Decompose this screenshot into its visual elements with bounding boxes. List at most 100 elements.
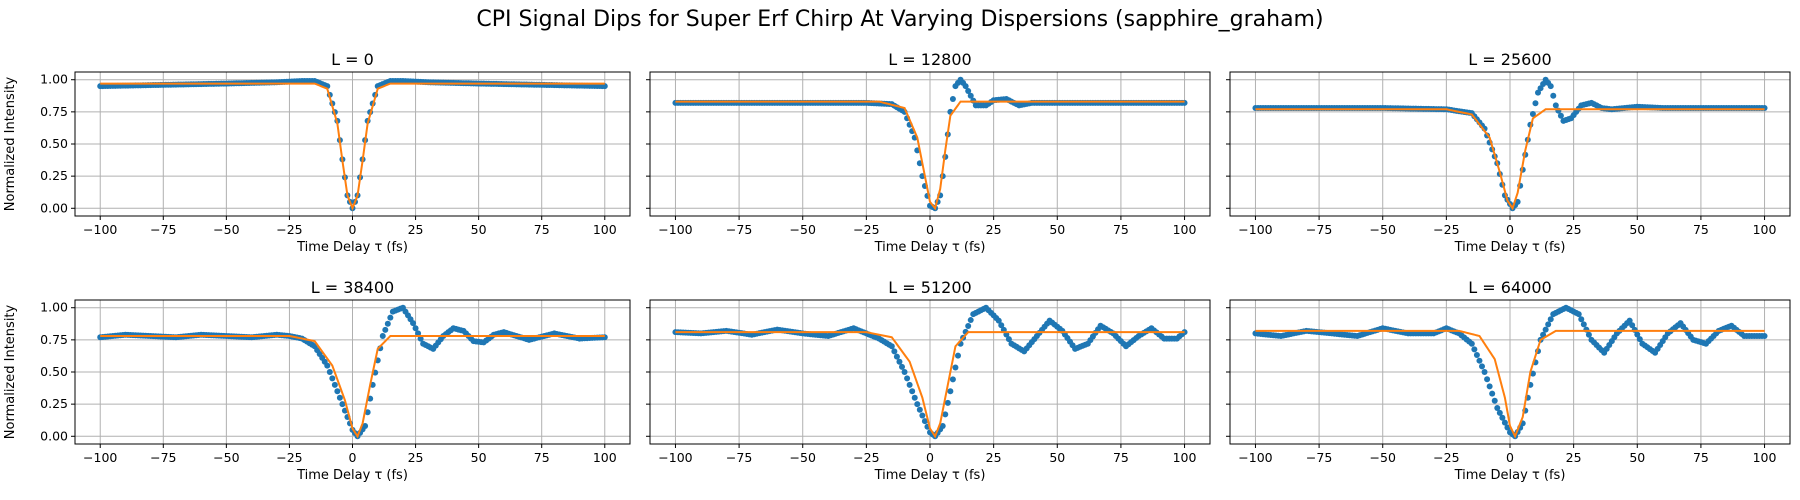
- x-tick-label: −75: [1306, 222, 1332, 237]
- x-tick-label: −50: [790, 222, 816, 237]
- data-point: [1501, 419, 1508, 426]
- data-point: [1557, 112, 1564, 119]
- data-point: [1005, 336, 1012, 343]
- data-point: [955, 352, 961, 359]
- subplot-title: L = 12800: [888, 50, 971, 69]
- x-tick-label: 100: [593, 222, 617, 237]
- y-tick-label: 0.25: [40, 396, 68, 411]
- x-axis-label: Time Delay τ (fs): [1454, 468, 1566, 483]
- data-point: [1491, 397, 1498, 404]
- data-point: [329, 375, 336, 382]
- data-point: [952, 364, 959, 371]
- x-tick-label: −25: [276, 222, 302, 237]
- data-point: [939, 423, 946, 429]
- data-point: [362, 423, 369, 429]
- data-point: [1479, 363, 1485, 370]
- data-point: [1471, 346, 1478, 353]
- y-tick-label: 1.00: [40, 72, 68, 87]
- y-tick-label: 0.00: [40, 428, 68, 443]
- x-tick-label: 0: [926, 222, 934, 237]
- data-point: [415, 330, 422, 337]
- x-tick-label: 25: [986, 450, 1002, 465]
- x-tick-label: −50: [213, 222, 239, 237]
- x-tick-label: −75: [150, 222, 176, 237]
- x-tick-label: 50: [471, 450, 487, 465]
- x-tick-label: −25: [1433, 222, 1459, 237]
- subplot-5: −100 −75 −50 −25 0 25 50 75 100 L = 51200 Time Del…: [646, 278, 1211, 483]
- x-axis-label: Time Delay τ (fs): [874, 240, 986, 255]
- x-axis-label: Time Delay τ (fs): [874, 468, 986, 483]
- x-tick-label: −100: [1238, 450, 1272, 465]
- x-tick-label: 0: [1506, 450, 1514, 465]
- data-point: [1626, 317, 1633, 324]
- x-tick-label: 75: [534, 222, 550, 237]
- y-axis-label: Normalized Intensity: [3, 76, 18, 211]
- x-tick-label: 75: [1113, 222, 1129, 237]
- data-point: [379, 333, 386, 339]
- x-tick-label: −100: [83, 222, 117, 237]
- data-point: [1504, 424, 1511, 431]
- x-tick-label: 25: [986, 222, 1002, 237]
- data-point: [1550, 92, 1557, 99]
- subplot-4: −100 −75 −50 −25 0 25 50 75 100 0.00 0.25 0.50 0.75 1…: [3, 278, 631, 483]
- data-point: [1580, 321, 1587, 328]
- data-point: [417, 335, 424, 342]
- x-tick-label: 100: [1753, 450, 1777, 465]
- y-axis-label: Normalized Intensity: [3, 304, 18, 439]
- data-point: [904, 375, 911, 382]
- data-point: [896, 358, 903, 365]
- data-point: [998, 322, 1005, 329]
- data-point: [410, 320, 417, 327]
- data-point: [334, 388, 341, 395]
- data-point: [995, 317, 1002, 324]
- x-tick-label: 50: [1049, 450, 1065, 465]
- x-tick-label: 25: [1566, 450, 1582, 465]
- x-axis-label: Time Delay τ (fs): [296, 240, 408, 255]
- data-point: [967, 317, 974, 324]
- data-point: [893, 353, 900, 360]
- data-point: [384, 320, 391, 327]
- y-tick-label: 0.75: [40, 332, 68, 347]
- fit-line: [1255, 108, 1765, 211]
- x-tick-label: 100: [1173, 222, 1197, 237]
- data-point: [1540, 331, 1547, 338]
- data-point: [1575, 311, 1582, 318]
- subplot-title: L = 0: [331, 50, 374, 69]
- subplot-title: L = 64000: [1468, 278, 1551, 297]
- x-tick-label: −75: [150, 450, 176, 465]
- data-point: [1547, 316, 1554, 323]
- fit-line: [100, 82, 605, 212]
- x-tick-label: 25: [1566, 222, 1582, 237]
- data-point: [942, 411, 949, 418]
- x-tick-label: −25: [853, 222, 879, 237]
- x-tick-label: −50: [790, 450, 816, 465]
- x-tick-label: 100: [593, 450, 617, 465]
- data-point: [324, 362, 331, 369]
- data-point: [1761, 333, 1768, 339]
- data-point: [1578, 316, 1585, 323]
- data-point: [1484, 376, 1491, 383]
- y-tick-label: 0.75: [40, 104, 68, 119]
- data-point: [1499, 414, 1506, 421]
- x-tick-label: 75: [534, 450, 550, 465]
- data-point: [944, 399, 951, 406]
- x-tick-label: 75: [1693, 222, 1709, 237]
- x-tick-label: 75: [1693, 450, 1709, 465]
- x-tick-label: 50: [1629, 450, 1645, 465]
- data-point: [965, 87, 972, 94]
- fit-line: [675, 100, 1185, 211]
- data-point: [965, 322, 972, 329]
- x-tick-label: 50: [1049, 222, 1065, 237]
- x-tick-label: −50: [1370, 450, 1396, 465]
- data-point: [899, 363, 905, 370]
- y-tick-label: 1.00: [40, 300, 68, 315]
- data-point: [949, 96, 956, 102]
- x-tick-label: 0: [1506, 222, 1514, 237]
- data-point: [387, 314, 394, 321]
- fit-line: [100, 335, 605, 439]
- data-point: [1494, 405, 1501, 411]
- x-tick-label: −25: [276, 450, 302, 465]
- data-point: [364, 409, 371, 416]
- data-point: [412, 325, 419, 332]
- x-tick-label: 75: [1113, 450, 1129, 465]
